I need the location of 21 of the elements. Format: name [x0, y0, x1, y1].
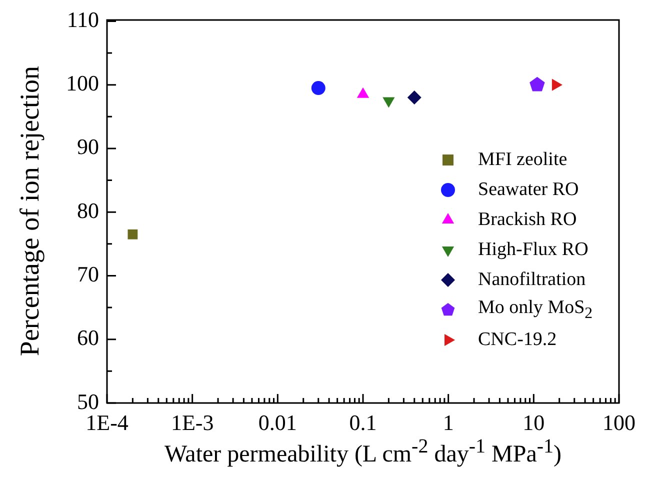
- legend-label: Seawater RO: [478, 179, 579, 201]
- y-tick-label: 70: [77, 262, 99, 287]
- x-tick-label: 10: [522, 410, 545, 435]
- legend-label: High-Flux RO: [478, 239, 588, 261]
- x-axis-title: Water permeability (L cm$^{-2}$ day$^{-1}$ MPa$^{-1}$): [164, 436, 562, 468]
- y-tick-label: 90: [77, 134, 99, 160]
- y-tick-label: 80: [77, 198, 99, 223]
- x-tick-label: 1E-3: [170, 410, 214, 435]
- legend-label: MFI zeolite: [478, 149, 568, 171]
- legend-label: Mo only MoS$_{2}$: [478, 297, 593, 323]
- y-tick-label: 100: [66, 70, 99, 96]
- legend-label: CNC-19.2: [478, 329, 557, 351]
- x-tick-label: 0.01: [258, 410, 297, 435]
- x-tick-label: 100: [602, 410, 636, 435]
- legend-label: Nanofiltration: [478, 269, 586, 291]
- y-axis-title: Percentage of ion rejection: [14, 66, 46, 356]
- x-tick-label: 1: [442, 410, 454, 435]
- legend-label: Brackish RO: [478, 209, 577, 231]
- y-tick-label: 110: [66, 6, 99, 32]
- y-tick-label: 60: [77, 325, 99, 350]
- x-tick-label: 0.1: [349, 410, 377, 435]
